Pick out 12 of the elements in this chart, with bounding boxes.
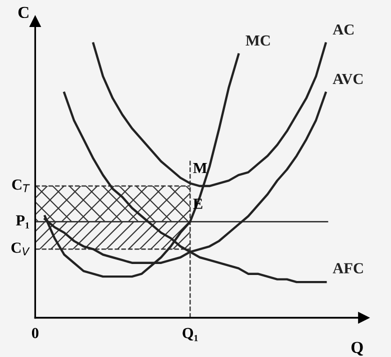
ref-line-label: P₁ xyxy=(16,215,30,228)
band-label: C$_{T}$ xyxy=(12,179,30,192)
series-label: AFC xyxy=(332,263,363,274)
series-label: AVC xyxy=(332,74,363,84)
band-label: C$_{V}$ xyxy=(11,242,30,256)
x-tick-label: Q₁ xyxy=(182,328,198,342)
y-axis-title: C xyxy=(18,6,28,18)
series-label: MC xyxy=(246,35,270,46)
x-tick-label: 0 xyxy=(32,328,38,338)
x-axis-title: Q xyxy=(351,342,363,356)
annotation: M xyxy=(193,163,207,174)
series-label: AC xyxy=(332,24,354,35)
